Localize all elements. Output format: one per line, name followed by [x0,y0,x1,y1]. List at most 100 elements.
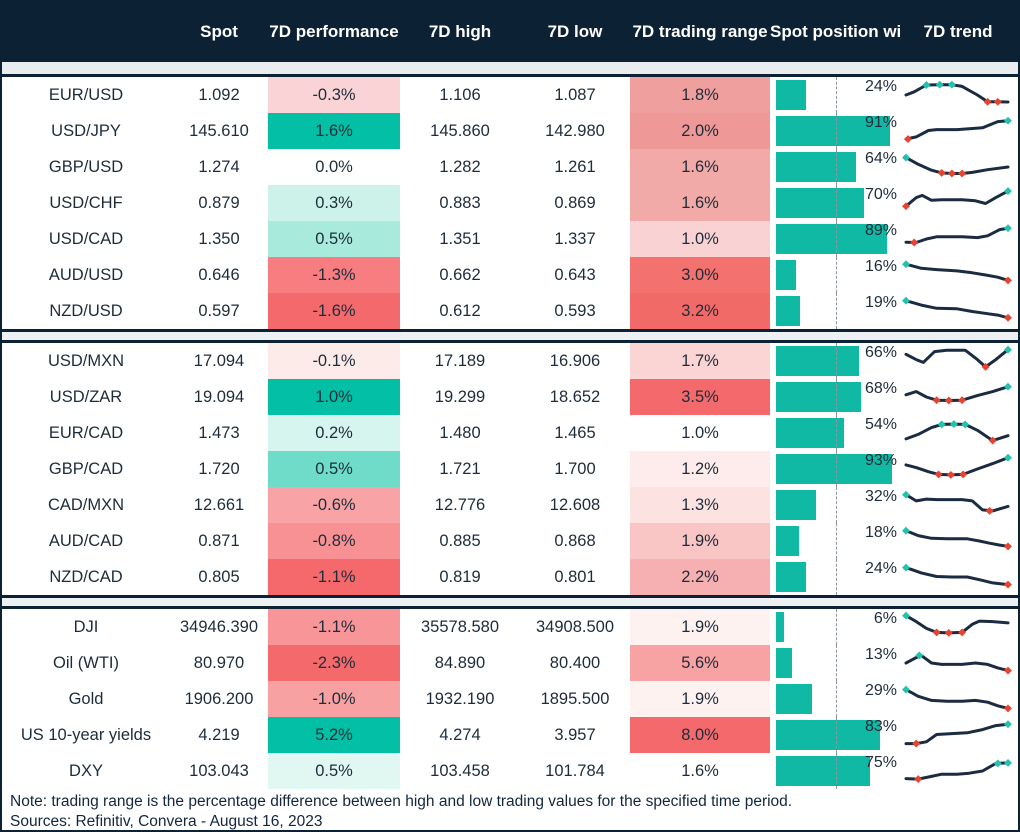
spot-value: 1.720 [198,459,240,478]
midpoint-dashed-line [836,451,837,487]
spot-value: 1.473 [198,423,240,442]
header-spot: Spot [200,22,238,42]
table-row[interactable]: USD/ZAR 19.094 1.0% 19.299 18.652 3.5% 68% [2,379,1018,415]
spot-position-cell: 24% [770,77,900,113]
spot-value: 0.805 [198,567,240,586]
trend-sparkline [900,559,1016,595]
trend-sparkline [900,221,1016,257]
spot-value: 1.092 [198,85,240,104]
spot-value: 34946.390 [180,617,258,636]
table-row[interactable]: NZD/USD 0.597 -1.6% 0.612 0.593 3.2% 19% [2,293,1018,329]
low-value: 16.906 [549,351,601,370]
instrument-name: GBP/CAD [48,459,124,478]
trading-range-cell: 2.0% [630,113,770,149]
high-value: 1.721 [439,459,481,478]
table-row[interactable]: GBP/USD 1.274 0.0% 1.282 1.261 1.6% 64% [2,149,1018,185]
trading-range-cell: 1.9% [630,523,770,559]
position-bar [776,490,816,520]
position-bar [776,756,870,786]
spot-position-cell: 16% [770,257,900,293]
trading-range-cell: 1.9% [630,609,770,645]
performance-cell: -2.3% [268,645,400,681]
instrument-name: US 10-year yields [20,725,152,744]
position-percent-label: 32% [864,488,897,505]
table-row[interactable]: EUR/CAD 1.473 0.2% 1.480 1.465 1.0% 54% [2,415,1018,451]
high-value: 0.819 [439,567,481,586]
midpoint-dashed-line [836,77,837,113]
table-row[interactable]: EUR/USD 1.092 -0.3% 1.106 1.087 1.8% 24% [2,77,1018,113]
instrument-name: USD/JPY [51,121,121,140]
midpoint-dashed-line [836,343,837,379]
table-row[interactable]: USD/CHF 0.879 0.3% 0.883 0.869 1.6% 70% [2,185,1018,221]
footer: Note: trading range is the percentage di… [2,789,1018,831]
instrument-name: GBP/USD [48,157,124,176]
spot-value: 80.970 [193,653,245,672]
position-bar [776,648,793,678]
position-bar [776,382,861,412]
trading-range-cell: 2.2% [630,559,770,595]
midpoint-dashed-line [836,753,837,789]
instrument-name: USD/CAD [48,229,124,248]
instrument-name: CAD/MXN [47,495,125,514]
trend-sparkline [900,149,1016,185]
table-row[interactable]: US 10-year yields 4.219 5.2% 4.274 3.957 8.0%… [2,717,1018,753]
table-row[interactable]: CAD/MXN 12.661 -0.6% 12.776 12.608 1.3% 32% [2,487,1018,523]
trading-range-cell: 1.6% [630,185,770,221]
high-value: 1.106 [439,85,481,104]
midpoint-dashed-line [836,113,837,149]
performance-cell: -1.6% [268,293,400,329]
trend-sparkline [900,293,1016,329]
spot-position-cell: 32% [770,487,900,523]
trading-range-cell: 3.2% [630,293,770,329]
trading-range-cell: 1.2% [630,451,770,487]
instrument-name: USD/CHF [49,193,123,212]
spot-value: 1.274 [198,157,240,176]
table-row[interactable]: DXY 103.043 0.5% 103.458 101.784 1.6% 75% [2,753,1018,789]
midpoint-dashed-line [836,609,837,645]
table-row[interactable]: Oil (WTI) 80.970 -2.3% 84.890 80.400 5.6% 13% [2,645,1018,681]
table-row[interactable]: USD/CAD 1.350 0.5% 1.351 1.337 1.0% 89% [2,221,1018,257]
trading-range-cell: 1.6% [681,761,719,780]
table-row[interactable]: NZD/CAD 0.805 -1.1% 0.819 0.801 2.2% 24% [2,559,1018,595]
sources-line: Sources: Refinitiv, Convera - August 16,… [10,813,323,831]
instrument-name: NZD/USD [49,301,123,320]
table-row[interactable]: Gold 1906.200 -1.0% 1932.190 1895.500 1.9% 29% [2,681,1018,717]
position-bar [776,526,799,556]
low-value: 0.869 [554,193,596,212]
position-percent-label: 24% [864,560,897,577]
instrument-name: NZD/CAD [49,567,123,586]
trading-range-cell: 3.5% [630,379,770,415]
performance-cell: -0.8% [268,523,400,559]
position-percent-label: 75% [864,754,897,771]
table-row[interactable]: GBP/CAD 1.720 0.5% 1.721 1.700 1.2% 93% [2,451,1018,487]
instrument-name: DJI [73,617,99,636]
midpoint-dashed-line [836,645,837,681]
header-7d-performance: 7D performance [269,22,399,42]
trend-sparkline [900,415,1016,451]
table-row[interactable]: DJI 34946.390 -1.1% 35578.580 34908.500 1.9% 6… [2,609,1018,645]
spot-position-cell: 19% [770,293,900,329]
table-row[interactable]: AUD/CAD 0.871 -0.8% 0.885 0.868 1.9% 18% [2,523,1018,559]
table-row[interactable]: USD/MXN 17.094 -0.1% 17.189 16.906 1.7% 66% [2,343,1018,379]
trading-range-cell: 1.9% [630,681,770,717]
header-7d-trading-range: 7D trading range [632,22,768,42]
trend-sparkline [900,523,1016,559]
table-row[interactable]: AUD/USD 0.646 -1.3% 0.662 0.643 3.0% 16% [2,257,1018,293]
spot-value: 1.350 [198,229,240,248]
trend-sparkline [900,257,1016,293]
low-value: 80.400 [549,653,601,672]
spot-position-cell: 89% [770,221,900,257]
trading-range-cell: 3.0% [630,257,770,293]
trend-sparkline [900,717,1016,753]
midpoint-dashed-line [836,293,837,329]
low-value: 0.643 [554,265,596,284]
spot-value: 0.597 [198,301,240,320]
table-row[interactable]: USD/JPY 145.610 1.6% 145.860 142.980 2.0% 91% [2,113,1018,149]
performance-cell: 0.0% [315,157,353,176]
instrument-name: USD/MXN [47,351,125,370]
performance-cell: 0.2% [268,415,400,451]
performance-cell: -1.1% [268,559,400,595]
midpoint-dashed-line [836,221,837,257]
spot-position-cell: 83% [770,717,900,753]
high-value: 19.299 [434,387,486,406]
